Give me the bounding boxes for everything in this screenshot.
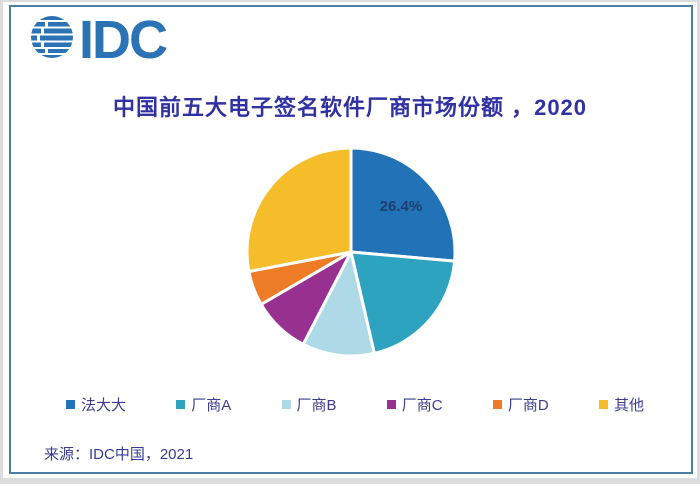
page-title: 中国前五大电子签名软件厂商市场份额 ，2020 — [112, 95, 588, 120]
legend-item: 其他 — [598, 394, 644, 415]
legend-label: 厂商B — [296, 397, 337, 414]
legend-swatch — [176, 400, 186, 409]
legend-item: 厂商B — [281, 394, 337, 415]
legend-swatch — [66, 400, 75, 409]
idc-globe-icon — [30, 15, 74, 64]
legend-label: 厂商A — [191, 397, 232, 414]
legend-swatch — [492, 400, 502, 409]
legend-label: 法大大 — [81, 397, 127, 414]
pie-slice — [349, 250, 457, 355]
idc-logo: IDC — [30, 9, 168, 70]
legend-item: 法大大 — [66, 394, 126, 415]
legend-swatch — [281, 400, 291, 409]
legend-item: 厂商C — [386, 394, 443, 415]
legend: 法大大 厂商A 厂商B 厂商C 厂商D 其他 — [66, 394, 644, 415]
pie-slice — [349, 146, 457, 263]
legend-item: 厂商A — [176, 394, 231, 415]
legend-label: 厂商C — [401, 397, 443, 414]
source-note: 来源：IDC中国，2021 — [44, 446, 194, 463]
legend-swatch — [598, 400, 608, 409]
legend-item: 厂商D — [492, 394, 549, 415]
pie-slice — [245, 146, 353, 273]
idc-logo-text: IDC — [79, 9, 168, 70]
legend-label: 其他 — [613, 397, 644, 414]
pie-data-label: 26.4% — [380, 198, 423, 215]
legend-label: 厂商D — [507, 397, 549, 414]
legend-swatch — [386, 400, 396, 409]
